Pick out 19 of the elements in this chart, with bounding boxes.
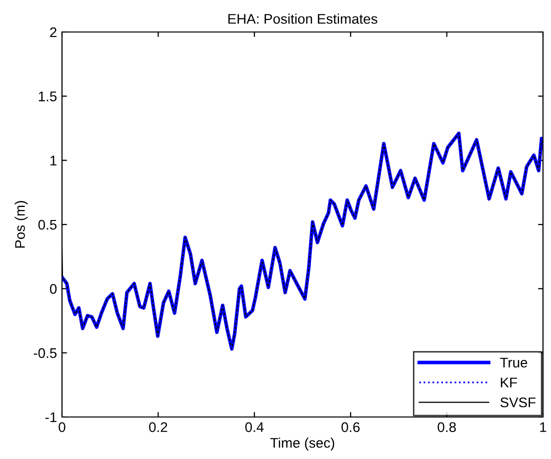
legend-label: SVSF xyxy=(500,397,536,408)
x-tick-label: 1 xyxy=(540,422,546,432)
y-tick-label: 1 xyxy=(50,156,56,166)
x-tick-label: 0.2 xyxy=(149,422,168,432)
x-tick-label: 0.6 xyxy=(341,422,360,432)
y-tick-label: -0.5 xyxy=(34,348,57,358)
y-axis-title: Pos (m) xyxy=(14,201,28,248)
x-axis-title: Time (sec) xyxy=(270,438,334,451)
x-tick-label: 0 xyxy=(58,422,66,432)
y-tick-label: 0 xyxy=(50,284,57,294)
y-tick-label: -1 xyxy=(45,412,56,422)
y-tick-label: 2 xyxy=(50,27,56,38)
x-tick-label: 0.4 xyxy=(245,422,264,432)
legend-label: KF xyxy=(500,378,517,388)
chart-title: EHA: Position Estimates xyxy=(228,14,378,24)
y-tick-label: 0.5 xyxy=(38,220,57,230)
y-tick-label: 1.5 xyxy=(38,92,57,102)
x-tick-label: 0.8 xyxy=(438,422,456,432)
legend-label: True xyxy=(500,358,528,368)
